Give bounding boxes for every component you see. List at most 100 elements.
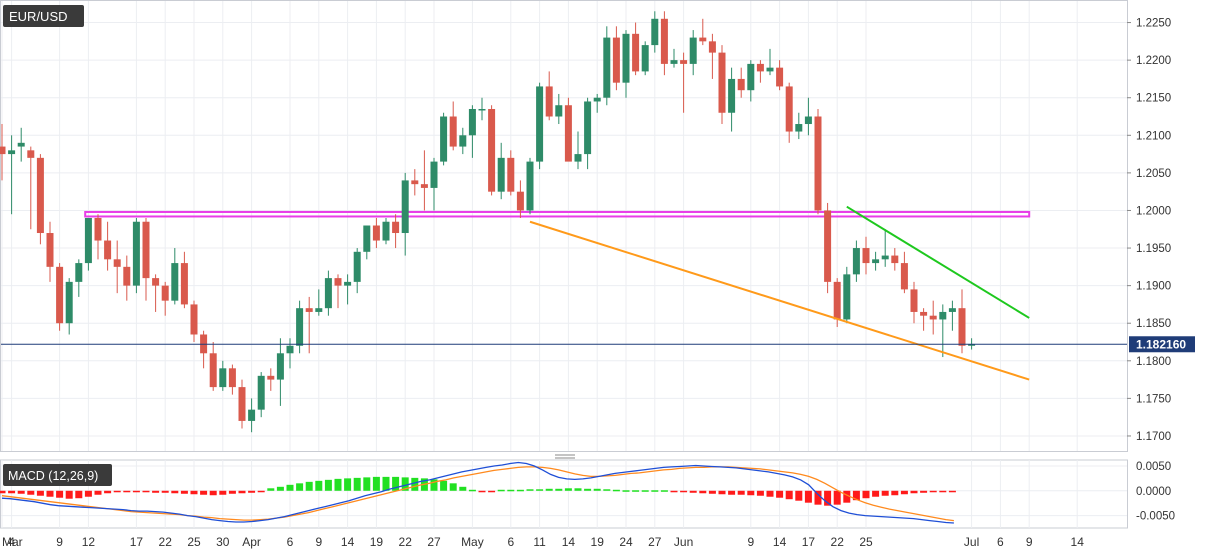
- x-tick-label: 14: [1071, 535, 1085, 549]
- candle-body: [267, 375, 275, 380]
- macd-histogram-bar: [900, 490, 908, 495]
- macd-histogram-bar: [8, 490, 16, 494]
- macd-line: [1, 461, 954, 524]
- main-panel-frame: [0, 0, 1128, 452]
- candle-body: [584, 101, 592, 155]
- macd-histogram-bar: [75, 490, 83, 499]
- x-tick-label: 22: [831, 535, 845, 549]
- candle-body: [536, 86, 544, 162]
- candle-body: [708, 41, 716, 53]
- macd-histogram-bar: [852, 490, 860, 501]
- candle-body: [680, 60, 688, 64]
- y-tick-label: 1.2150: [1136, 93, 1171, 105]
- candle-body: [257, 375, 265, 410]
- macd-histogram-bar: [267, 488, 275, 491]
- candle-body: [171, 263, 179, 301]
- macd-histogram-bar: [27, 490, 35, 495]
- candle-body: [833, 281, 841, 320]
- candle-body: [507, 157, 515, 192]
- x-tick-label: 22: [159, 535, 173, 549]
- y-tick-label: 1.1750: [1136, 393, 1171, 405]
- macd-histogram-bar: [920, 490, 928, 493]
- candle-body: [324, 278, 332, 309]
- macd-histogram-bar: [200, 490, 208, 495]
- x-tick-label: 9: [1026, 535, 1033, 549]
- y-tick-label: 1.2250: [1136, 18, 1171, 30]
- candles-group: [0, 11, 976, 433]
- x-tick-label: 17: [130, 535, 144, 549]
- candle-body: [353, 251, 361, 282]
- macd-histogram-bar: [929, 490, 937, 493]
- macd-histogram-bar: [526, 489, 534, 491]
- macd-histogram-bar: [286, 484, 294, 491]
- macd-histogram-bar: [843, 490, 851, 503]
- macd-histogram-bar: [459, 486, 467, 491]
- candle-body: [344, 281, 352, 286]
- macd-histogram-bar: [660, 490, 668, 492]
- macd-histogram-bar: [104, 490, 112, 494]
- macd-histogram-bar: [862, 490, 870, 499]
- macd-histogram-bar: [132, 490, 140, 493]
- x-tick-label: 19: [591, 535, 605, 549]
- macd-title-box: [3, 464, 112, 486]
- y-tick-label: 1.1950: [1136, 243, 1171, 255]
- x-tick-label: 19: [370, 535, 384, 549]
- macd-histogram-bar: [430, 479, 438, 491]
- macd-histogram-bar: [36, 490, 44, 496]
- candle-body: [785, 86, 793, 132]
- macd-histogram-bar: [363, 477, 371, 491]
- candle-body: [104, 240, 112, 260]
- macd-histogram-bar: [699, 490, 707, 494]
- macd-histogram-bar: [440, 480, 448, 491]
- macd-histogram-bar: [776, 490, 784, 498]
- macd-histogram-bar: [814, 490, 822, 505]
- macd-histogram-bar: [219, 490, 227, 495]
- macd-histogram-bar: [449, 483, 457, 491]
- x-tick-label: Apr: [242, 535, 261, 549]
- candle-body: [0, 146, 6, 155]
- candle-body: [286, 345, 294, 354]
- macd-histogram-bar: [488, 490, 496, 493]
- candle-body: [152, 278, 160, 286]
- candle-body: [939, 311, 947, 320]
- candle-body: [142, 221, 150, 279]
- candle-body: [776, 67, 784, 87]
- x-tick-label: Jul: [964, 535, 979, 549]
- macd-histogram-bar: [372, 476, 380, 491]
- macd-histogram-bar: [315, 480, 323, 491]
- candle-body: [46, 233, 54, 267]
- current-price-badge: [1129, 336, 1195, 353]
- macd-histogram-bar: [670, 490, 678, 493]
- x-tick-label: 14: [562, 535, 576, 549]
- macd-histogram-bar: [209, 490, 217, 496]
- candle-body: [84, 217, 92, 264]
- y-tick-label: 1.1700: [1136, 431, 1171, 443]
- macd-histogram-bar: [411, 477, 419, 491]
- candle-body: [948, 308, 956, 312]
- candle-body: [814, 116, 822, 211]
- macd-histogram-bar: [708, 490, 716, 494]
- candle-body: [891, 255, 899, 264]
- macd-histogram-bar: [939, 490, 947, 493]
- x-tick-label: 11: [533, 535, 546, 549]
- candle-body: [430, 161, 438, 188]
- candle-body: [113, 259, 121, 267]
- candle-body: [593, 97, 601, 102]
- candle-body: [766, 67, 774, 72]
- candle-body: [612, 37, 620, 83]
- candle-body: [382, 221, 390, 241]
- macd-histogram-bar: [536, 489, 544, 491]
- candle-body: [574, 154, 582, 162]
- candle-body: [603, 37, 611, 98]
- y-tick-label: 1.2050: [1136, 168, 1171, 180]
- support-trendline: [529, 220, 1030, 381]
- macd-histogram-bar: [507, 489, 515, 492]
- candle-body: [670, 60, 678, 64]
- x-tick-label: 9: [315, 535, 322, 549]
- macd-histogram-bar: [680, 490, 688, 493]
- x-tick-label: 27: [648, 535, 662, 549]
- macd-histogram-bar: [584, 488, 592, 491]
- macd-histogram-bar: [276, 486, 284, 491]
- candle-body: [296, 308, 304, 346]
- y-tick-label: 1.2100: [1136, 130, 1171, 142]
